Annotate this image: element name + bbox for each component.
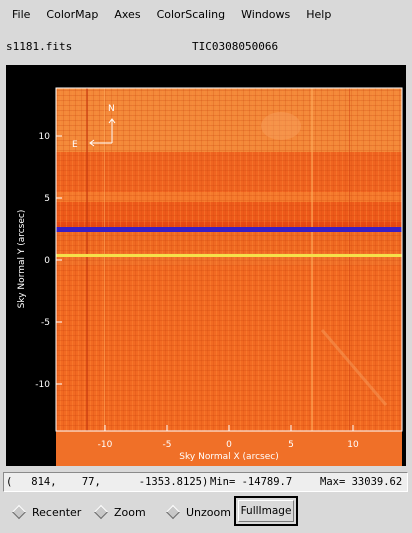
- blue-band: [56, 227, 402, 232]
- yellow-band: [56, 254, 402, 257]
- compass: N E: [72, 104, 116, 150]
- radio-indicator-icon: [11, 504, 27, 520]
- x-tick-label: 10: [347, 440, 359, 450]
- menu-windows[interactable]: Windows: [241, 8, 291, 21]
- menu-axes[interactable]: Axes: [114, 8, 141, 21]
- menu-colorscaling[interactable]: ColorScaling: [156, 8, 226, 21]
- y-tick-label: 0: [44, 256, 50, 266]
- zoom-label: Zoom: [114, 505, 146, 519]
- fullimage-button[interactable]: FullImage: [234, 496, 298, 526]
- radio-indicator-icon: [93, 504, 109, 520]
- menu-colormap[interactable]: ColorMap: [46, 8, 99, 21]
- y-axis-label: Sky Normal Y (arcsec): [17, 210, 27, 309]
- radio-indicator-icon: [165, 504, 181, 520]
- recenter-label: Recenter: [32, 505, 82, 519]
- y-tick-label: -10: [35, 380, 50, 390]
- x-tick-label: -10: [98, 440, 113, 450]
- y-tick-label: -5: [41, 318, 50, 328]
- image-plot[interactable]: N E -10 -5 0 5 10 10 5 0 -5 -10 Sky Normal X (ar…: [6, 65, 406, 466]
- pixel-readout: ( 814, 77, -1353.8125) Min= -14789.7 Max…: [3, 472, 408, 492]
- x-axis-ticks: -10 -5 0 5 10: [98, 425, 359, 450]
- unzoom-radio[interactable]: Unzoom: [165, 504, 231, 520]
- image-display[interactable]: N E -10 -5 0 5 10 10 5 0 -5 -10 Sky Normal X (ar…: [6, 65, 406, 466]
- info-bar: s1181.fits TIC0308050066: [0, 38, 412, 56]
- y-axis-ticks: 10 5 0 -5 -10: [35, 132, 62, 390]
- x-tick-label: -5: [163, 440, 172, 450]
- file-name: s1181.fits: [6, 40, 73, 53]
- x-axis-label: Sky Normal X (arcsec): [179, 452, 278, 462]
- object-name: TIC0308050066: [192, 40, 279, 53]
- zoom-radio[interactable]: Zoom: [93, 504, 146, 520]
- menu-help[interactable]: Help: [306, 8, 332, 21]
- compass-north-label: N: [108, 104, 115, 114]
- recenter-radio[interactable]: Recenter: [11, 504, 82, 520]
- max-value: Max= 33039.62: [320, 476, 403, 488]
- x-tick-label: 5: [288, 440, 294, 450]
- unzoom-label: Unzoom: [186, 505, 231, 519]
- min-value: Min= -14789.7: [210, 476, 293, 488]
- menu-bar: File ColorMap Axes ColorScaling Windows …: [0, 0, 412, 30]
- fullimage-label: FullImage: [240, 505, 292, 517]
- menu-file[interactable]: File: [12, 8, 31, 21]
- y-tick-label: 10: [39, 132, 51, 142]
- y-tick-label: 5: [44, 194, 50, 204]
- compass-east-label: E: [72, 140, 78, 150]
- cursor-coordinates: ( 814, 77, -1353.8125): [6, 476, 209, 488]
- x-tick-label: 0: [226, 440, 232, 450]
- zoom-controls: Recenter Zoom Unzoom FullImage: [0, 494, 412, 530]
- image-data: N E: [56, 88, 402, 466]
